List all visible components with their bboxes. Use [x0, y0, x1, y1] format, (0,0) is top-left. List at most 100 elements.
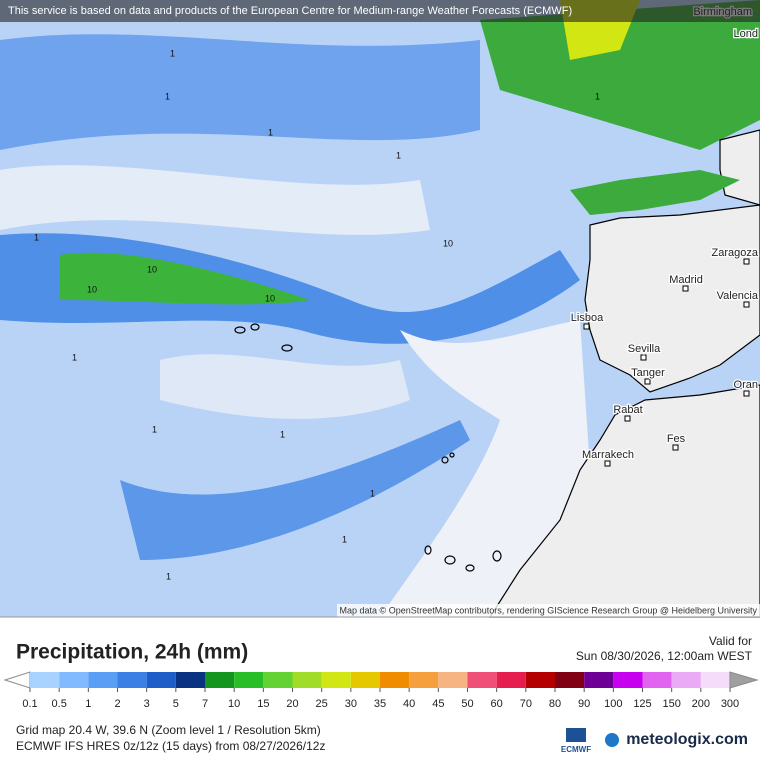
scale-box: [350, 672, 380, 688]
city-dot: [604, 460, 611, 467]
dry-area: [160, 354, 410, 419]
city-label: Tanger: [631, 367, 665, 379]
heavy-precip: [60, 252, 310, 305]
scale-tick-label: 30: [345, 698, 357, 710]
city-label: Madrid: [669, 274, 703, 286]
attribution[interactable]: Map data © OpenStreetMap contributors, r…: [340, 605, 758, 615]
contour-labels: 1 1 1 1 1 10 10 10 1 1 1 1 1 10 1 1: [34, 48, 600, 581]
scale-tick-label: 2: [114, 698, 120, 710]
scale-box: [117, 672, 147, 688]
france: [719, 129, 760, 206]
scale-tick-label: 125: [633, 698, 651, 710]
valid-time: Sun 08/30/2026, 12:00am WEST: [576, 649, 753, 663]
city-dot: [682, 285, 689, 292]
scale-box: [263, 672, 293, 688]
contour-label: 1: [342, 534, 347, 544]
scale-tick-label: 20: [286, 698, 298, 710]
scale-tick-label: 100: [604, 698, 622, 710]
scale-box: [700, 672, 730, 688]
scale-box: [438, 672, 468, 688]
info-line: ECMWF IFS HRES 0z/12z (15 days) from 08/…: [16, 739, 325, 753]
contour-label: 1: [268, 127, 273, 137]
banner-bg: [0, 0, 760, 22]
city-label: Lisboa: [571, 312, 604, 324]
city-dot: [743, 301, 750, 308]
attribution-bg: [337, 604, 760, 617]
legend: Precipitation, 24h (mm) Valid for Sun 08…: [0, 616, 760, 754]
scale-tick-label: 40: [403, 698, 415, 710]
scale-box: [642, 672, 672, 688]
scale-box: [146, 672, 176, 688]
scale-box: [30, 672, 60, 688]
city-label: Fes: [667, 433, 686, 445]
city-dot: [583, 323, 590, 330]
scale-box: [525, 672, 555, 688]
scale-box: [584, 672, 614, 688]
contour-label: 1: [280, 429, 285, 439]
scale-box: [205, 672, 235, 688]
scale-tick-label: 45: [432, 698, 444, 710]
meteologix-logo[interactable]: meteologix.com: [626, 731, 748, 748]
scale-tick-label: 60: [491, 698, 503, 710]
scale-tick-label: 15: [257, 698, 269, 710]
scale-box: [292, 672, 322, 688]
banner: This service is based on data and produc…: [8, 5, 572, 17]
contour-label: 10: [265, 293, 275, 303]
contour-label: 10: [147, 264, 157, 274]
scale-tick-label: 90: [578, 698, 590, 710]
info-line: Grid map 20.4 W, 39.6 N (Zoom level 1 / …: [16, 723, 321, 737]
coastal-precip: [570, 170, 740, 215]
scale-tick-label: 0.1: [22, 698, 37, 710]
scale-box: [409, 672, 439, 688]
scale-tick-label: 0.5: [52, 698, 67, 710]
scale-tick-label: 150: [662, 698, 680, 710]
scale-box: [555, 672, 585, 688]
city-label: Valencia: [717, 290, 759, 302]
legend-title: Precipitation, 24h (mm): [16, 641, 248, 664]
contour-label: 10: [87, 284, 97, 294]
city-dot: [624, 415, 631, 422]
scale-box: [467, 672, 497, 688]
contour-label: 10: [443, 238, 453, 248]
africa: [488, 384, 760, 618]
scale-tick-label: 5: [173, 698, 179, 710]
scale-box: [88, 672, 118, 688]
contour-label: 1: [72, 352, 77, 362]
city-dot: [672, 444, 679, 451]
under-arrow: [3, 671, 31, 689]
city-label: Sevilla: [628, 343, 661, 355]
scale-box: [234, 672, 264, 688]
contour-label: 1: [595, 91, 600, 101]
scale-box: [59, 672, 89, 688]
scale-box: [671, 672, 701, 688]
city-label: Marrakech: [582, 449, 634, 461]
scale-box: [496, 672, 526, 688]
contour-label: 1: [152, 424, 157, 434]
dry-area: [0, 165, 430, 235]
contour-label: 1: [165, 91, 170, 101]
color-scale: 0.1 0.5 1 2 3 5 7 10 15 20 25 30 35 40 45 50 60 70 80 90 100…: [3, 671, 759, 710]
valid-label: Valid for: [709, 634, 752, 648]
scale-tick-label: 10: [228, 698, 240, 710]
scale-box: [175, 672, 205, 688]
uk-precip: [480, 0, 760, 150]
city-dot: [743, 390, 750, 397]
contour-label: 1: [370, 488, 375, 498]
scale-tick-label: 80: [549, 698, 561, 710]
contour-label: 1: [396, 150, 401, 160]
scale-tick-label: 300: [721, 698, 739, 710]
city-dot: [743, 258, 750, 265]
ecmwf-logo: ECMWF: [561, 745, 591, 754]
contour-label: 1: [34, 232, 39, 242]
iberia: [584, 204, 760, 393]
city-dot: [640, 354, 647, 361]
precip-band: [120, 420, 470, 560]
scale-box: [613, 672, 643, 688]
city-label: Rabat: [613, 404, 642, 416]
contour-label: 1: [170, 48, 175, 58]
scale-tick-label: 35: [374, 698, 386, 710]
scale-box: [321, 672, 351, 688]
over-arrow: [729, 671, 759, 689]
